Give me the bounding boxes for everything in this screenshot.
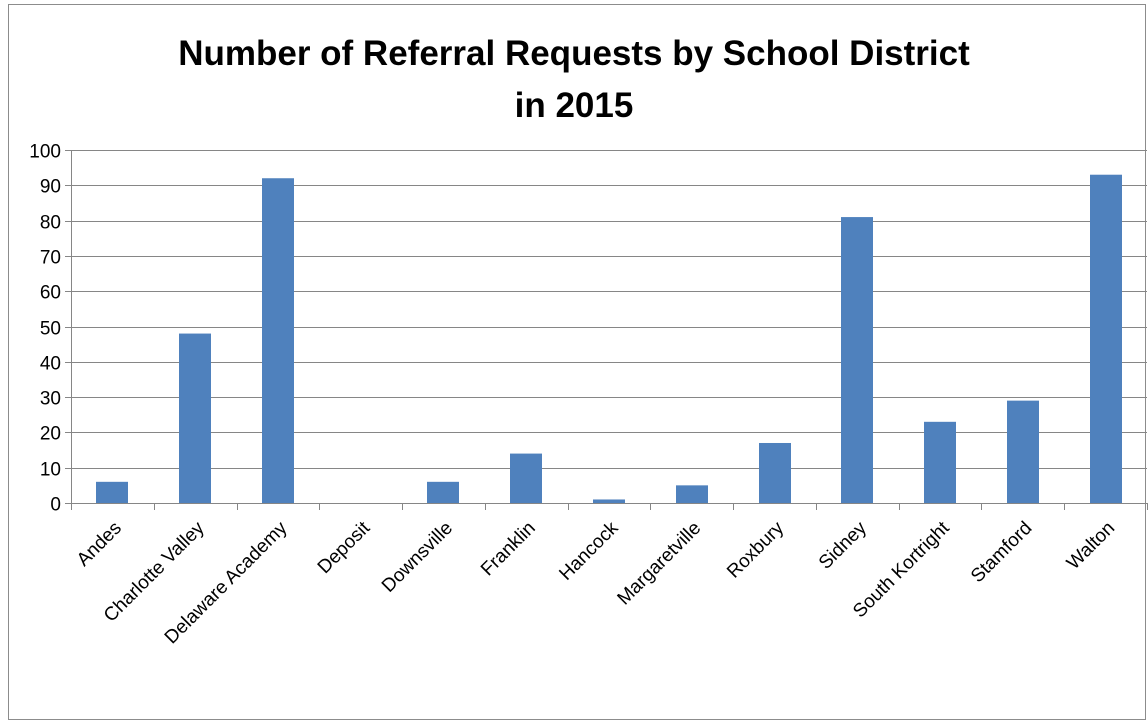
x-tick-label: Margaretville [614,518,706,610]
x-tick-label: Franklin [477,518,540,581]
x-tick-label: Walton [1063,518,1119,574]
y-tick-label: 90 [40,177,61,198]
y-tick-label: 100 [29,142,61,163]
bar-downsville [427,481,459,503]
bar-franklin [510,453,542,503]
x-tick-label: Stamford [967,518,1036,587]
y-tick-label: 10 [40,460,61,481]
x-tick-label: Roxbury [723,517,788,582]
y-tick-label: 0 [50,495,61,516]
axes [65,150,1148,510]
bar-hancock [593,499,625,503]
gridlines [71,150,1147,469]
bar-charlotte-valley [179,333,211,503]
bar-stamford [1007,400,1039,503]
chart-title-line-1: Number of Referral Requests by School Di… [178,34,970,73]
x-tick-label: Sidney [815,517,871,573]
bar-sidney [841,217,873,503]
y-tick-label: 80 [40,213,61,234]
bar-walton [1090,174,1122,503]
chart-title: Number of Referral Requests by School Di… [0,28,1148,132]
y-tick-label: 70 [40,248,61,269]
y-tick-label: 20 [40,424,61,445]
x-tick-label: Andes [73,518,126,571]
bar-andes [96,481,128,503]
bar-roxbury [759,442,791,503]
y-tick-label: 30 [40,389,61,410]
bar-delaware-academy [262,178,294,504]
y-tick-label: 60 [40,283,61,304]
y-tick-labels: 0 10 20 30 40 50 60 70 80 90 100 [29,142,61,516]
x-tick-label: Deposit [314,517,375,578]
x-tick-label: Hancock [555,517,622,584]
x-tick-label: Downsville [378,518,457,597]
bar-margaretville [676,485,708,503]
bar-south-kortright [924,421,956,503]
chart-title-line-2: in 2015 [514,86,634,125]
y-tick-label: 40 [40,354,61,375]
y-tick-label: 50 [40,319,61,340]
bars [96,174,1122,504]
